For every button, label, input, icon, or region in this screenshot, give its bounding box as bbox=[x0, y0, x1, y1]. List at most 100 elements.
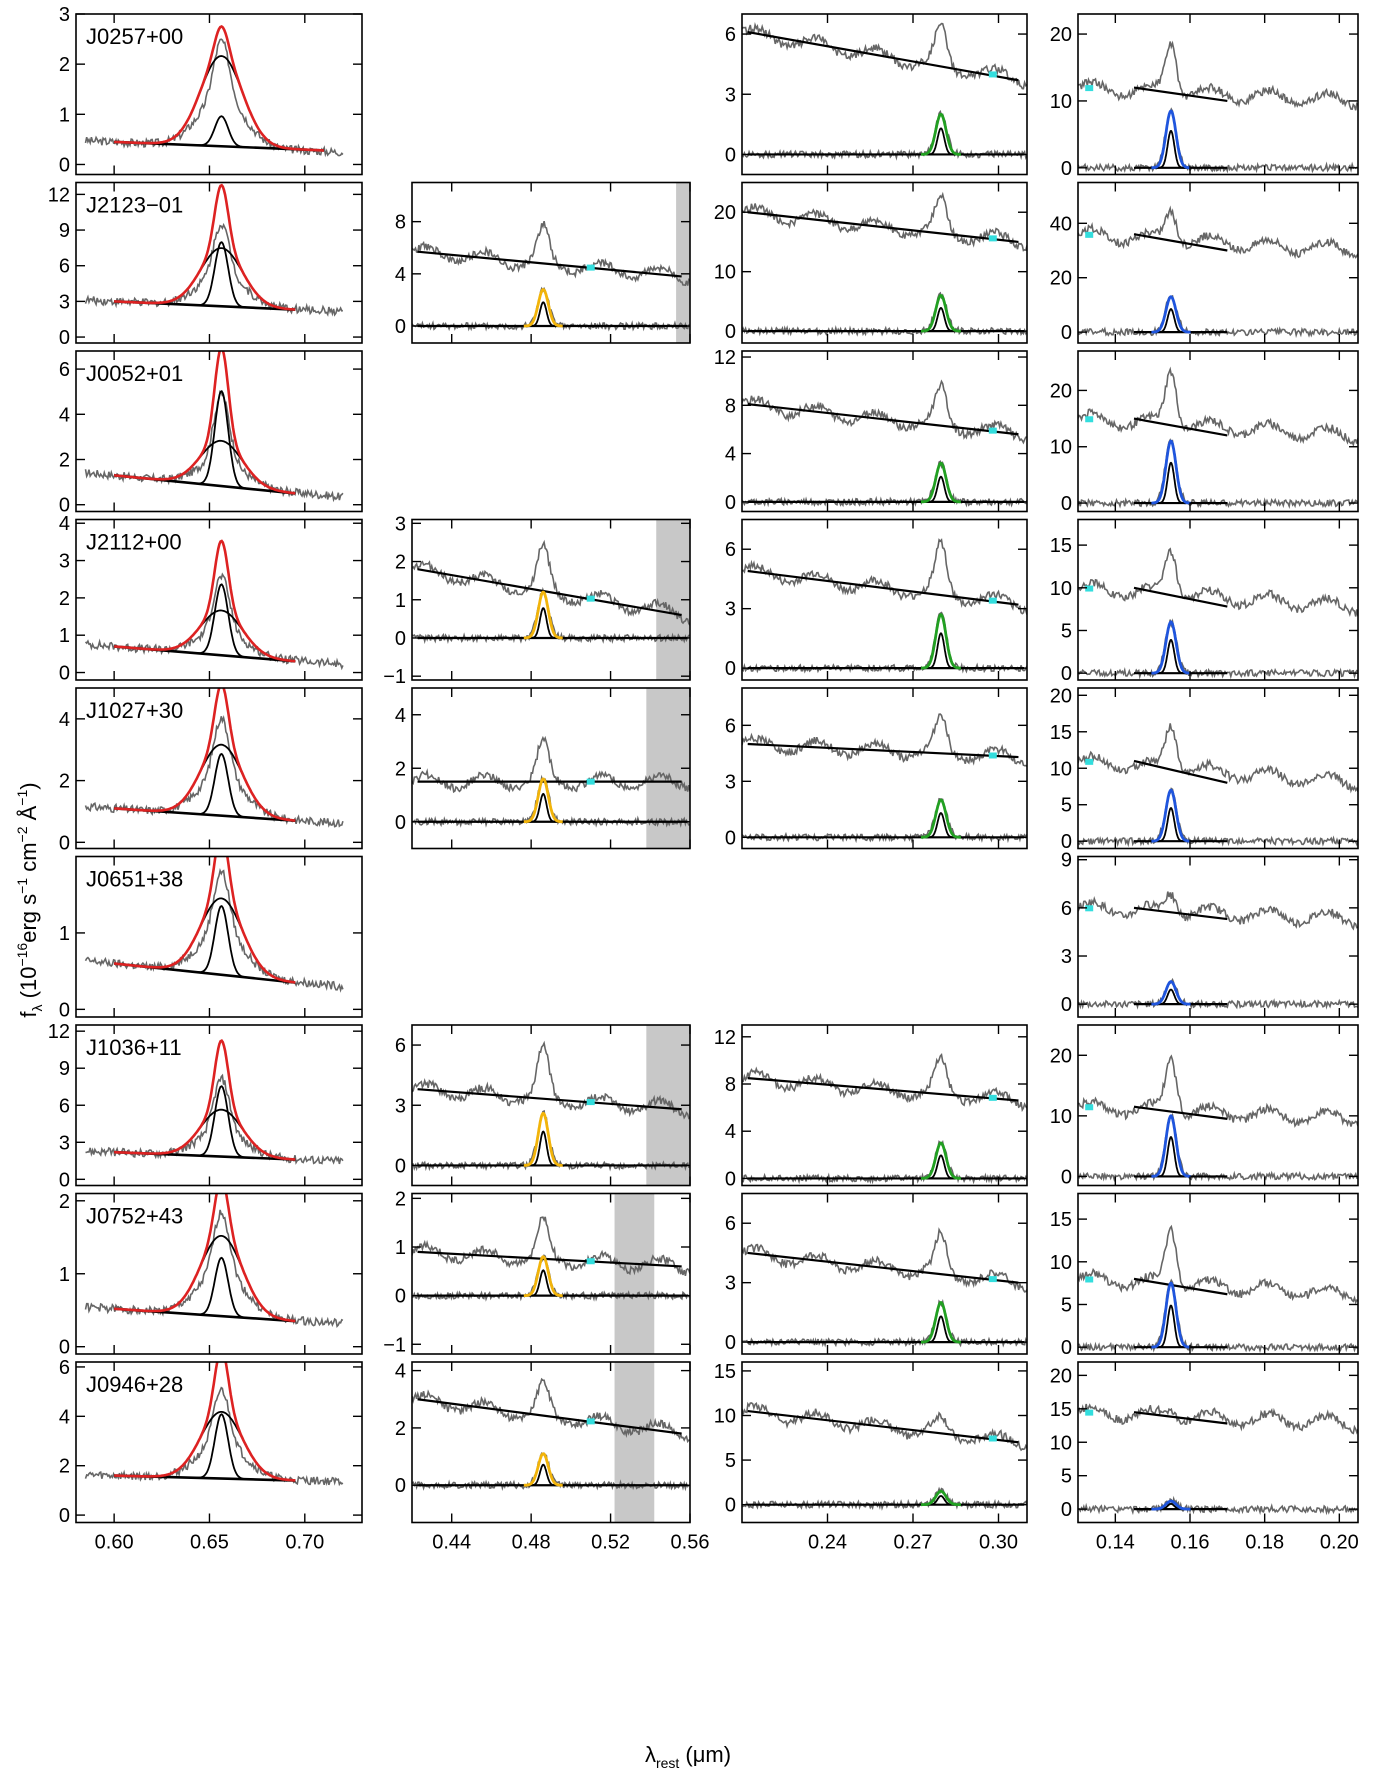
panel-r5-c3: 0 3 6 9 bbox=[1061, 850, 1359, 1018]
y-tick-label: 0 bbox=[395, 812, 406, 834]
y-tick-label: 12 bbox=[48, 1021, 70, 1043]
panel-plot-area bbox=[412, 182, 690, 343]
panel-r6-c0: 0 3 6 9 12 J1036+11 bbox=[48, 1021, 363, 1191]
continuum-window-marker bbox=[586, 1258, 595, 1265]
panel-r0-c3: 0 10 20 bbox=[1050, 13, 1359, 180]
panel-r4-c2: 0 3 6 bbox=[725, 687, 1028, 849]
panel-frame bbox=[1077, 13, 1359, 176]
y-tick-label: 8 bbox=[395, 212, 406, 234]
x-tick-label: 0.20 bbox=[1320, 1532, 1359, 1554]
continuum-subtracted-spectrum bbox=[412, 586, 690, 645]
continuum-window-marker bbox=[1085, 231, 1094, 238]
x-tick-label: 0.48 bbox=[512, 1532, 551, 1554]
panel-frame bbox=[411, 1361, 691, 1524]
panel-plot-area bbox=[742, 713, 1027, 844]
panel-frame bbox=[1077, 518, 1359, 681]
broad-component bbox=[114, 1235, 296, 1322]
y-tick-label: 0 bbox=[725, 492, 736, 514]
observed-spectrum bbox=[1078, 205, 1358, 260]
continuum-fit bbox=[747, 1409, 1019, 1444]
y-tick-label: 0 bbox=[395, 628, 406, 650]
object-name-label: J0651+38 bbox=[86, 867, 183, 892]
total-line-fit bbox=[114, 183, 296, 311]
panel-r2-c3: 0 10 20 bbox=[1050, 350, 1359, 515]
panel-frame bbox=[741, 350, 1028, 513]
y-tick-label: 40 bbox=[1050, 213, 1072, 235]
panel-r6-c3: 0 10 20 bbox=[1050, 1024, 1359, 1188]
object-name-label: J1027+30 bbox=[86, 698, 183, 723]
y-tick-label: 10 bbox=[1050, 91, 1072, 113]
continuum-fit bbox=[417, 1088, 682, 1111]
panel-plot-area bbox=[1078, 1054, 1358, 1183]
y-tick-label: 0 bbox=[59, 1337, 70, 1359]
y-tick-label: 0 bbox=[1061, 1337, 1072, 1359]
continuum-subtracted-spectrum bbox=[1078, 294, 1358, 339]
total-line-fit bbox=[921, 613, 961, 670]
masked-region bbox=[614, 1362, 655, 1523]
panel-r1-c2: 0 10 20 bbox=[714, 181, 1028, 344]
y-tick-label: 10 bbox=[1050, 1106, 1072, 1128]
panel-plot-area bbox=[412, 1362, 690, 1523]
continuum-window-marker bbox=[1085, 416, 1094, 423]
panel-frame bbox=[75, 687, 363, 850]
y-tick-label: 0 bbox=[395, 316, 406, 338]
panel-r3-c2: 0 3 6 bbox=[725, 518, 1028, 681]
y-tick-label: 6 bbox=[725, 715, 736, 737]
continuum-window-marker bbox=[1085, 758, 1094, 765]
line-component bbox=[523, 1269, 563, 1297]
observed-spectrum bbox=[412, 1377, 690, 1444]
continuum-subtracted-spectrum bbox=[1078, 1278, 1358, 1354]
panel-r7-c3: 0 5 10 15 bbox=[1050, 1192, 1359, 1359]
panel-frame bbox=[411, 181, 691, 344]
line-component bbox=[1151, 129, 1191, 169]
y-tick-label: 10 bbox=[1050, 437, 1072, 459]
observed-spectrum bbox=[84, 389, 344, 503]
y-tick-label: 3 bbox=[725, 1273, 736, 1295]
panel-frame bbox=[75, 181, 363, 344]
continuum-fit bbox=[417, 568, 682, 617]
total-line-fit bbox=[921, 1301, 961, 1344]
panel-plot-area bbox=[84, 1193, 344, 1329]
y-tick-label: 2 bbox=[59, 1191, 70, 1213]
object-name-label: J1036+11 bbox=[86, 1035, 182, 1060]
line-component bbox=[1151, 638, 1191, 675]
panel-r3-c1: −1 0 1 2 3 bbox=[383, 513, 691, 688]
total-line-fit bbox=[523, 1255, 563, 1297]
observed-spectrum bbox=[85, 1073, 344, 1165]
line-component bbox=[921, 127, 961, 156]
panel-plot-area bbox=[412, 1025, 690, 1186]
y-tick-label: 15 bbox=[1050, 722, 1072, 744]
panel-plot-area bbox=[84, 1362, 344, 1487]
observed-spectrum bbox=[742, 713, 1027, 767]
y-tick-label: 5 bbox=[1061, 1466, 1072, 1488]
y-tick-label: 0 bbox=[395, 1155, 406, 1177]
total-line-fit bbox=[523, 777, 563, 824]
total-line-fit bbox=[921, 1489, 961, 1507]
total-line-fit bbox=[1151, 788, 1191, 843]
panel-plot-area bbox=[742, 1052, 1027, 1185]
y-tick-label: 1 bbox=[395, 590, 406, 612]
y-tick-label: 3 bbox=[725, 599, 736, 621]
panel-plot-area bbox=[84, 183, 344, 317]
y-tick-label: 4 bbox=[725, 444, 736, 466]
continuum-fit bbox=[747, 1251, 1019, 1284]
total-line-fit bbox=[113, 688, 296, 822]
observed-spectrum bbox=[1078, 891, 1358, 931]
panel-plot-area bbox=[1078, 723, 1358, 848]
y-tick-label: 2 bbox=[395, 758, 406, 780]
y-tick-label: 0 bbox=[59, 154, 70, 176]
observed-spectrum bbox=[742, 191, 1027, 252]
panel-plot-area bbox=[742, 191, 1027, 337]
y-tick-label: 3 bbox=[59, 1132, 70, 1154]
panel-plot-area bbox=[1078, 205, 1358, 339]
y-tick-label: 4 bbox=[725, 1121, 736, 1143]
continuum-subtracted-spectrum bbox=[1078, 618, 1358, 680]
y-tick-label: 10 bbox=[714, 1406, 736, 1428]
object-name-label: J2112+00 bbox=[86, 530, 182, 555]
y-tick-label: 3 bbox=[1061, 946, 1072, 968]
total-line-fit bbox=[114, 25, 324, 152]
panel-frame bbox=[75, 350, 363, 513]
panel-plot-area bbox=[742, 21, 1027, 161]
